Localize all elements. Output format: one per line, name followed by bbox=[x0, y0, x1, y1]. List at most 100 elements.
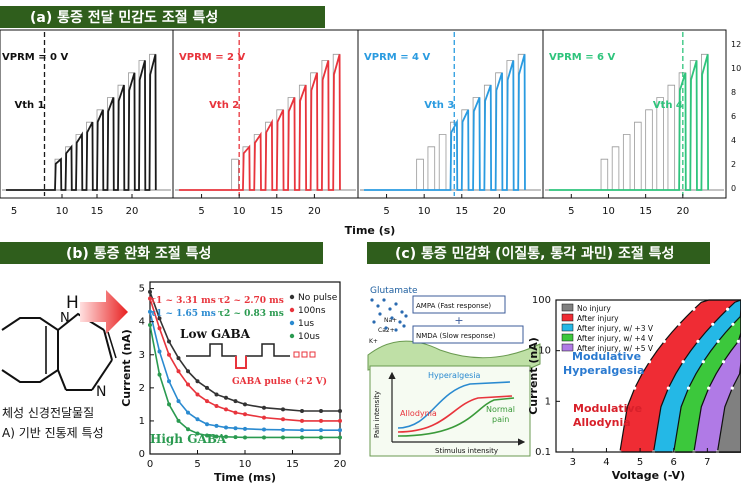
glutamate-dot bbox=[400, 310, 404, 314]
mod-allo-1: Modulative bbox=[573, 402, 642, 415]
n-atom-label: N bbox=[96, 384, 106, 400]
x-tick-label: 5 bbox=[637, 457, 643, 468]
x-tick-label: 15 bbox=[639, 206, 652, 217]
iv-point bbox=[707, 386, 711, 390]
red-arrow bbox=[80, 290, 128, 334]
panel-c-title: (c) 통증 민감화 (이질통, 통각 과민) 조절 특성 bbox=[395, 245, 674, 262]
glutamate-dot bbox=[382, 298, 386, 302]
data-point bbox=[319, 409, 323, 413]
x-tick-label: 10 bbox=[418, 206, 431, 217]
y-tick-label: 10 bbox=[538, 346, 551, 357]
data-point bbox=[186, 369, 190, 374]
tau-line-2a: τ1 ~ 1.65 ms bbox=[150, 309, 216, 319]
x-tick-label: 15 bbox=[91, 206, 104, 217]
x-tick-label: 3 bbox=[570, 457, 576, 468]
data-point bbox=[319, 428, 323, 433]
inset-ylabel: Pain intensity bbox=[373, 391, 381, 438]
glutamate-dot bbox=[388, 307, 392, 311]
x-tick-label: 5 bbox=[383, 206, 389, 217]
waveform-dots bbox=[293, 351, 316, 358]
x-tick-label: 15 bbox=[286, 459, 299, 470]
legend-label: After injury bbox=[577, 314, 619, 323]
data-point bbox=[167, 402, 171, 407]
data-point bbox=[214, 423, 219, 428]
data-point bbox=[233, 399, 238, 404]
y-tick-label: 5 bbox=[139, 284, 145, 295]
glutamate-dot bbox=[394, 302, 398, 306]
threshold-label: Vth 2 bbox=[209, 100, 239, 111]
legend-marker bbox=[289, 307, 295, 313]
y-tick-label: 4 bbox=[139, 317, 145, 328]
benzodiazepine-structure bbox=[1, 312, 117, 391]
data-point bbox=[243, 426, 247, 431]
iv-point bbox=[666, 386, 670, 390]
series-label: VPRM = 6 V bbox=[549, 52, 616, 63]
glutamate-dot bbox=[398, 320, 402, 324]
panel-a-frame bbox=[542, 29, 727, 199]
y-tick-label: 3 bbox=[139, 350, 145, 361]
data-point bbox=[224, 395, 228, 400]
panel-b-header bbox=[0, 242, 323, 264]
y-tick-label: 100 bbox=[532, 295, 551, 306]
x-tick-label: 7 bbox=[704, 457, 710, 468]
panel-c-header bbox=[367, 242, 710, 264]
data-point bbox=[167, 339, 171, 344]
glutamate-dot bbox=[378, 312, 382, 316]
glutamate-dot bbox=[390, 316, 394, 320]
data-point bbox=[300, 418, 304, 423]
legend-marker bbox=[289, 333, 295, 339]
iv-point bbox=[730, 386, 734, 390]
legend-label: 100ns bbox=[298, 306, 326, 316]
x-tick-label: 4 bbox=[603, 457, 609, 468]
response-trace bbox=[549, 54, 710, 191]
glutamate-dots bbox=[370, 298, 408, 332]
legend-marker bbox=[289, 320, 295, 326]
data-point bbox=[281, 417, 285, 422]
glutamate-dot bbox=[370, 298, 374, 302]
data-point bbox=[205, 399, 209, 404]
data-point bbox=[176, 418, 181, 423]
data-point bbox=[262, 405, 266, 410]
x-tick-label: 20 bbox=[493, 206, 506, 217]
data-point bbox=[195, 431, 200, 436]
data-point bbox=[148, 323, 152, 327]
data-point bbox=[243, 402, 247, 407]
panel-a-right-axis: 12 10 8 6 4 2 0 bbox=[731, 40, 741, 193]
svg-text:+: + bbox=[454, 314, 463, 327]
legend-swatch bbox=[561, 333, 574, 342]
legend-label: 10us bbox=[298, 332, 320, 342]
legend-swatch bbox=[561, 313, 574, 322]
panel-b-plot: No pulse 100ns 1us 10us 0 5 10 15 20 0 1 2 3 4 5 Time (… bbox=[120, 281, 346, 484]
data-point bbox=[338, 418, 342, 423]
data-point bbox=[281, 427, 285, 432]
panel-b-ylabel: Current (nA) bbox=[120, 329, 133, 407]
x-tick-label: 15 bbox=[270, 206, 283, 217]
decay-curve bbox=[149, 324, 340, 439]
data-point bbox=[186, 427, 190, 432]
iv-point bbox=[633, 386, 637, 390]
data-point bbox=[338, 428, 342, 433]
data-point bbox=[148, 296, 152, 301]
data-point bbox=[319, 435, 323, 440]
panel-b-caption-2: A) 기반 진통제 특성 bbox=[2, 426, 104, 440]
a-right-tick: 8 bbox=[731, 88, 736, 97]
x-tick-label: 20 bbox=[676, 206, 689, 217]
data-point bbox=[148, 289, 152, 294]
data-point bbox=[300, 409, 304, 413]
glutamate-dot bbox=[402, 324, 406, 328]
series-label: VPRM = 2 V bbox=[179, 52, 246, 63]
data-point bbox=[224, 407, 228, 412]
nmda-label: NMDA (Slow response) bbox=[416, 332, 496, 340]
iv-point bbox=[696, 339, 700, 343]
iv-point bbox=[725, 307, 730, 311]
panel-a-plots: VPRM = 0 V Vth 1 10 15 20 VPRM = 2 V Vth 2 5 10 1… bbox=[0, 29, 727, 217]
iv-point bbox=[647, 360, 652, 364]
data-point bbox=[262, 415, 266, 420]
pain-inset-curves bbox=[397, 381, 515, 437]
data-point bbox=[281, 435, 285, 440]
x-tick-label: 10 bbox=[602, 206, 615, 217]
pain-inset-axes bbox=[388, 371, 526, 446]
glutamate-dot bbox=[404, 314, 408, 318]
inset-hyperalgesia: Hyperalgesia bbox=[428, 371, 481, 380]
